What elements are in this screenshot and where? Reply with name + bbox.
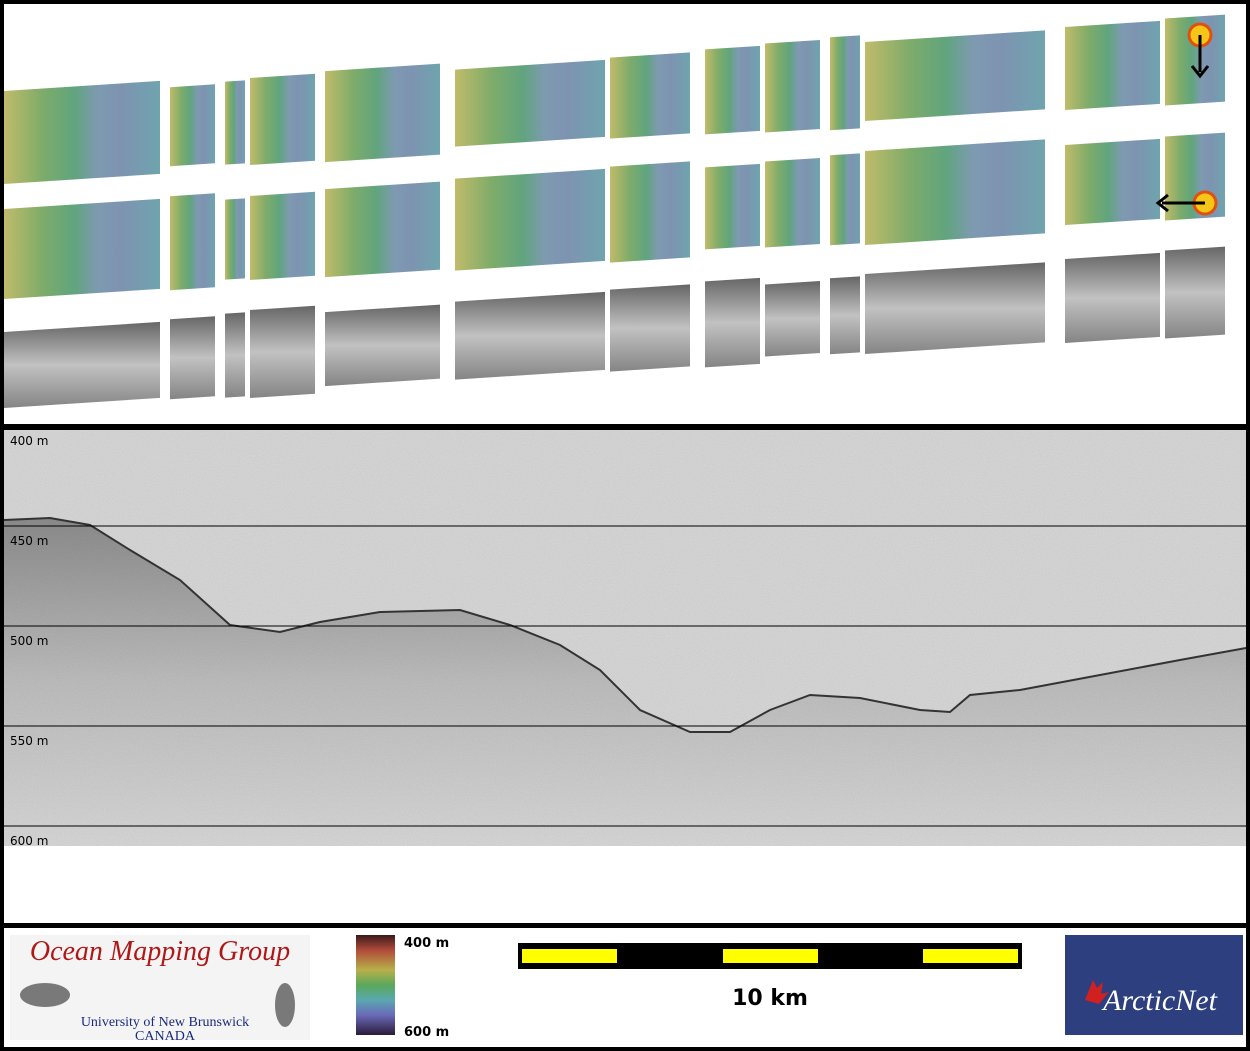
scale-segment: [923, 949, 1018, 963]
scale-segment: [723, 949, 818, 963]
logo-image: [275, 983, 295, 1027]
swath-block: [830, 153, 860, 246]
swath-block: [225, 80, 245, 165]
scale-label: 10 km: [732, 986, 808, 1011]
depth-grid: 400 m 450 m 500 m 550 m 600 m: [4, 434, 1246, 848]
swath-block: [170, 193, 215, 291]
swath-block: [1065, 20, 1160, 111]
swath-block: [610, 161, 690, 263]
swath-block: [4, 321, 160, 408]
swath-block: [705, 277, 760, 368]
swath-block: [325, 63, 440, 163]
logo-university: University of New Brunswick: [81, 1015, 249, 1030]
swath-block: [830, 276, 860, 355]
swath-block: [765, 157, 820, 248]
swath-block: [170, 84, 215, 167]
depth-label: 550 m: [10, 734, 48, 748]
depth-label: 600 m: [10, 834, 48, 848]
swath-block: [325, 304, 440, 387]
depth-label: 400 m: [10, 434, 48, 448]
swath-block: [4, 198, 160, 299]
partner-label: ArcticNet: [1101, 984, 1218, 1017]
swath-block: [250, 73, 315, 166]
color-bar-label: 400 m: [404, 936, 449, 951]
swath-strips: [4, 14, 1225, 408]
color-bar: [356, 935, 395, 1035]
seafloor-profile: [3, 516, 1247, 733]
scale-segment: [522, 949, 617, 963]
swath-block: [830, 35, 860, 131]
swath-block: [610, 52, 690, 139]
swath-block: [865, 139, 1045, 246]
swath-block: [225, 198, 245, 280]
swath-block: [1165, 246, 1225, 339]
swath-block: [765, 280, 820, 357]
swath-block: [610, 284, 690, 372]
logo-image: [20, 983, 70, 1007]
scale-bar: 10 km: [518, 943, 1022, 1011]
swath-block: [1065, 252, 1160, 344]
seafloor-shadow: [4, 518, 1246, 846]
swath-block: [455, 59, 605, 147]
swath-block: [250, 305, 315, 399]
swath-block: [170, 316, 215, 400]
swath-block: [705, 163, 760, 250]
swath-block: [865, 30, 1045, 122]
swath-block: [4, 80, 160, 184]
omg-logo: Ocean Mapping Group University of New Br…: [10, 935, 310, 1044]
swath-block: [225, 312, 245, 398]
swath-block: [765, 39, 820, 133]
swath-block: [865, 262, 1045, 355]
swath-block: [325, 181, 440, 278]
swath-block: [455, 168, 605, 271]
swath-block: [705, 45, 760, 135]
depth-label: 450 m: [10, 534, 48, 548]
depth-label: 500 m: [10, 634, 48, 648]
swath-block: [455, 291, 605, 380]
arcticnet-logo: ArcticNet: [1065, 935, 1243, 1035]
maple-leaf: [1085, 980, 1109, 1004]
sun-icon: [1155, 190, 1218, 216]
color-bar-label: 600 m: [404, 1025, 449, 1040]
swath-block: [1065, 138, 1160, 226]
logo-title: Ocean Mapping Group: [30, 936, 290, 967]
logo-country: CANADA: [135, 1029, 196, 1044]
swath-block: [250, 191, 315, 281]
sun-icon: [1187, 22, 1213, 79]
